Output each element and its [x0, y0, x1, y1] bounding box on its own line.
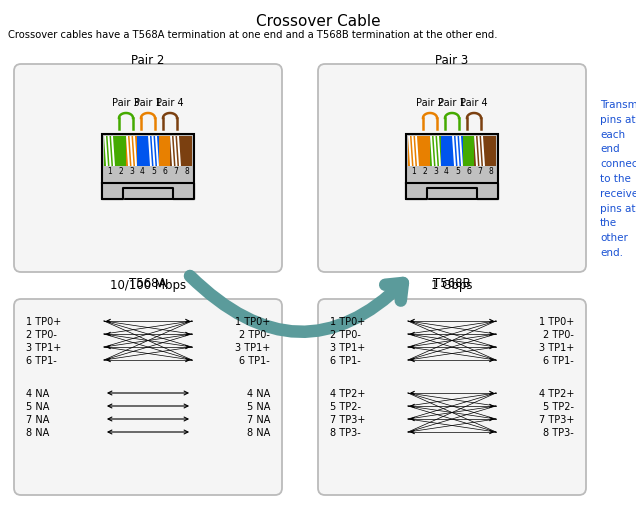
- Text: 4 TP2+: 4 TP2+: [330, 388, 365, 398]
- Text: Crossover Cable: Crossover Cable: [256, 14, 380, 29]
- Text: 1 TP0+: 1 TP0+: [330, 316, 365, 326]
- Text: 8 NA: 8 NA: [26, 427, 49, 437]
- Text: 1 TP0+: 1 TP0+: [539, 316, 574, 326]
- Text: 2 TP0-: 2 TP0-: [239, 329, 270, 339]
- Text: 1: 1: [107, 166, 112, 175]
- Text: 3 TP1+: 3 TP1+: [539, 342, 574, 352]
- Text: 2: 2: [422, 166, 427, 175]
- Text: 5 TP2-: 5 TP2-: [330, 401, 361, 411]
- Bar: [419, 137, 429, 167]
- Text: 3 TP1+: 3 TP1+: [26, 342, 61, 352]
- Text: Transmit pins at each
end connect to the
receive pins at the other
end.: Transmit pins at each end connect to the…: [600, 100, 636, 258]
- Text: 7 NA: 7 NA: [26, 414, 50, 424]
- Text: 7 NA: 7 NA: [247, 414, 270, 424]
- Bar: [408, 137, 418, 167]
- Text: 2 TP0-: 2 TP0-: [543, 329, 574, 339]
- Text: Crossover cables have a T568A termination at one end and a T568B termination at : Crossover cables have a T568A terminatio…: [8, 30, 497, 40]
- Bar: [441, 137, 452, 167]
- Text: T568A: T568A: [129, 276, 167, 289]
- Text: 4 NA: 4 NA: [247, 388, 270, 398]
- Text: Pair 1: Pair 1: [134, 98, 162, 108]
- Polygon shape: [406, 184, 498, 199]
- Text: Pair 3: Pair 3: [436, 54, 469, 67]
- Bar: [463, 137, 473, 167]
- Text: Pair 3: Pair 3: [112, 98, 140, 108]
- FancyArrowPatch shape: [190, 276, 403, 332]
- Text: 4 NA: 4 NA: [26, 388, 49, 398]
- Bar: [408, 137, 496, 167]
- Text: 6 TP1-: 6 TP1-: [26, 356, 57, 365]
- Bar: [104, 137, 192, 167]
- Text: 6 TP1-: 6 TP1-: [543, 356, 574, 365]
- Text: 8 TP3-: 8 TP3-: [330, 427, 361, 437]
- Bar: [102, 135, 194, 199]
- FancyBboxPatch shape: [14, 299, 282, 495]
- Bar: [159, 137, 170, 167]
- Text: 1 TP0+: 1 TP0+: [235, 316, 270, 326]
- Text: Pair 4: Pair 4: [460, 98, 488, 108]
- Bar: [474, 137, 485, 167]
- Text: 7: 7: [173, 166, 178, 175]
- Bar: [452, 137, 462, 167]
- FancyBboxPatch shape: [318, 299, 586, 495]
- Bar: [406, 135, 498, 199]
- Text: 3 TP1+: 3 TP1+: [330, 342, 365, 352]
- Text: 6: 6: [466, 166, 471, 175]
- Text: 5 NA: 5 NA: [247, 401, 270, 411]
- Text: Pair 1: Pair 1: [438, 98, 466, 108]
- Text: 2 TP0-: 2 TP0-: [26, 329, 57, 339]
- Text: 4: 4: [444, 166, 449, 175]
- Bar: [485, 137, 495, 167]
- FancyBboxPatch shape: [14, 65, 282, 273]
- Text: 3: 3: [129, 166, 134, 175]
- Text: 5: 5: [455, 166, 460, 175]
- Text: Pair 2: Pair 2: [416, 98, 444, 108]
- Text: 5 NA: 5 NA: [26, 401, 50, 411]
- Text: 8 NA: 8 NA: [247, 427, 270, 437]
- Bar: [115, 137, 125, 167]
- Text: 7 TP3+: 7 TP3+: [330, 414, 365, 424]
- Text: 1 Gbps: 1 Gbps: [431, 278, 473, 291]
- Text: 4 TP2+: 4 TP2+: [539, 388, 574, 398]
- Text: 6 TP1-: 6 TP1-: [330, 356, 361, 365]
- Text: 7: 7: [477, 166, 482, 175]
- Text: T568B: T568B: [433, 276, 471, 289]
- Text: 8 TP3-: 8 TP3-: [543, 427, 574, 437]
- Bar: [104, 137, 114, 167]
- Text: 5: 5: [151, 166, 156, 175]
- Text: 6 TP1-: 6 TP1-: [239, 356, 270, 365]
- Bar: [170, 137, 181, 167]
- Bar: [148, 137, 158, 167]
- Text: 3: 3: [433, 166, 438, 175]
- Text: 10/100 Mbps: 10/100 Mbps: [110, 278, 186, 291]
- Text: 4: 4: [140, 166, 145, 175]
- Text: 3 TP1+: 3 TP1+: [235, 342, 270, 352]
- Text: 2 TP0-: 2 TP0-: [330, 329, 361, 339]
- Text: 6: 6: [162, 166, 167, 175]
- Bar: [126, 137, 137, 167]
- FancyBboxPatch shape: [318, 65, 586, 273]
- Text: 5 TP2-: 5 TP2-: [543, 401, 574, 411]
- Text: 1 TP0+: 1 TP0+: [26, 316, 61, 326]
- Bar: [181, 137, 191, 167]
- Bar: [430, 137, 441, 167]
- Text: 7 TP3+: 7 TP3+: [539, 414, 574, 424]
- Polygon shape: [102, 184, 194, 199]
- Text: 8: 8: [184, 166, 189, 175]
- Text: 1: 1: [411, 166, 416, 175]
- Text: 2: 2: [118, 166, 123, 175]
- Text: Pair 4: Pair 4: [156, 98, 184, 108]
- Bar: [137, 137, 148, 167]
- Text: Pair 2: Pair 2: [131, 54, 165, 67]
- Text: 8: 8: [488, 166, 493, 175]
